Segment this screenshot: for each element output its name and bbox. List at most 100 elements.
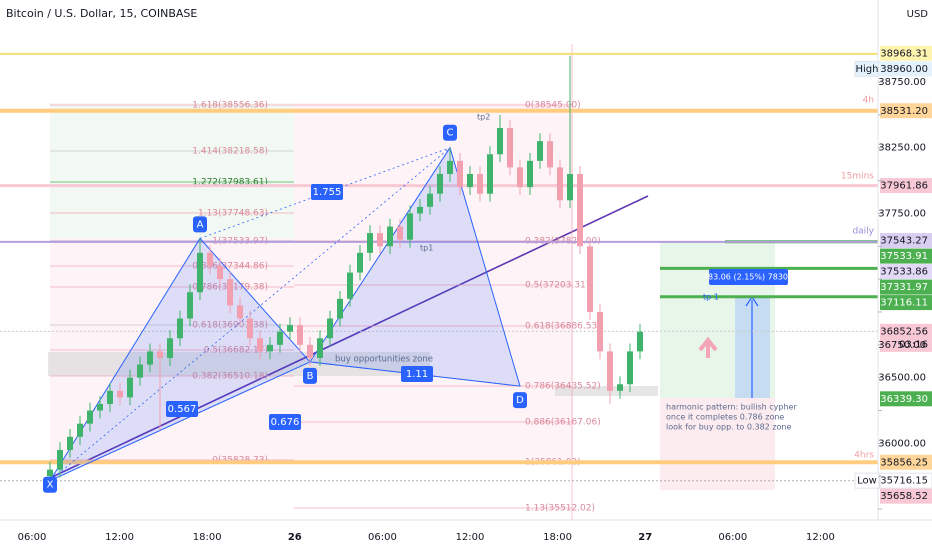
long-loss — [660, 398, 775, 490]
candle-body — [607, 351, 613, 391]
note-line: once it completes 0.786 zone — [666, 413, 784, 422]
pattern-point — [303, 367, 317, 384]
candle-body — [327, 318, 333, 339]
price-tag — [880, 323, 932, 352]
candle-body — [217, 265, 223, 280]
fib-label: 0.618(36901.38) — [192, 321, 268, 331]
up-arrow — [698, 336, 718, 358]
candle-body — [67, 436, 73, 450]
pattern-xab — [48, 237, 311, 482]
trend-line — [49, 195, 649, 479]
price-tag — [880, 61, 932, 77]
note-line: look for buy opp. to 0.382 zone — [666, 423, 791, 432]
price-tag-label: 35716.15 — [880, 476, 928, 487]
candle-body — [367, 233, 373, 253]
side-tag-label: Low — [857, 476, 877, 487]
candle-body — [317, 338, 323, 358]
price-tag-label: 37533.86 — [880, 267, 928, 278]
candle-body — [147, 351, 153, 365]
fib-label: 0.786(36435.52) — [525, 382, 601, 392]
candle-body — [627, 351, 633, 385]
price-tag — [880, 295, 932, 311]
candle-body — [457, 160, 463, 188]
price-tag-label: 38968.31 — [880, 48, 928, 59]
candle-body — [257, 338, 263, 352]
pattern-point-label: C — [447, 128, 454, 139]
y-tick-label: 38250.00 — [878, 143, 926, 154]
candle-body — [157, 351, 163, 358]
candle-body — [287, 325, 293, 332]
price-tag — [880, 488, 932, 504]
candle-body — [197, 252, 203, 293]
candle-body — [277, 331, 283, 345]
y-tick-label: 36000.00 — [878, 438, 926, 449]
price-tag — [880, 248, 932, 264]
side-tag — [854, 472, 880, 489]
y-tick-label: 38750.00 — [878, 77, 926, 88]
fib-label: 1.618(38556.36) — [192, 101, 268, 111]
candle-body — [617, 384, 623, 391]
pattern-point — [443, 124, 457, 141]
candle-body — [417, 206, 423, 214]
price-tag-label: 35856.25 — [880, 457, 928, 468]
x-tick-label: 18:00 — [543, 532, 572, 543]
candle-body — [357, 252, 363, 273]
note-line: harmonic pattern: bullish cypher — [666, 403, 797, 412]
price-tag — [880, 454, 932, 470]
candle-body — [437, 173, 443, 194]
candle-body — [447, 160, 453, 174]
ratio-tag — [269, 414, 301, 430]
currency[interactable]: USD — [907, 9, 929, 20]
ratio-label: 0.676 — [271, 417, 300, 428]
candle-body — [507, 127, 513, 168]
buy-zone — [48, 352, 430, 376]
level-name: daily — [852, 227, 874, 237]
candle-body — [57, 449, 63, 470]
fib-label: 0.5(37203.31) — [525, 281, 589, 291]
candle-body — [207, 252, 213, 266]
candle-body — [127, 377, 133, 398]
candle-body — [487, 154, 493, 194]
y-tick-label: 37750.00 — [878, 208, 926, 219]
side-tag — [854, 60, 880, 77]
fib-label: 0.618(36886.53) — [525, 322, 601, 332]
candle-body — [337, 298, 343, 319]
plot: 1.618(38556.36) 1.414(38218.58) 1.272(3798… — [0, 52, 878, 514]
candle-body — [497, 127, 503, 155]
x-tick-label: 27 — [638, 532, 652, 543]
price-tag — [880, 279, 932, 295]
price-tag — [880, 178, 932, 194]
fib-label: 1.13(37748.63) — [198, 209, 268, 219]
candle-body — [47, 469, 53, 477]
ratio-label: 0.567 — [168, 404, 197, 415]
y-tick-label: 36500.00 — [878, 373, 926, 384]
price-tag-countdown: 03:16 — [899, 339, 928, 350]
price-tag-label: 36339.30 — [880, 394, 928, 405]
x-tick-label: 06:00 — [368, 532, 397, 543]
tp1-label: tp1 — [420, 244, 433, 253]
candle-body — [347, 272, 353, 299]
fib-zone-upper — [50, 103, 294, 238]
candle-body — [467, 173, 473, 188]
candle-body — [117, 390, 123, 398]
x-tick-label: 06:00 — [18, 532, 47, 543]
x-tick-label: 18:00 — [193, 532, 222, 543]
candle-body — [517, 167, 523, 188]
candle-body — [137, 364, 143, 378]
pattern-point-label: D — [516, 395, 524, 406]
ratio-label: 1.11 — [406, 369, 428, 380]
candle-body — [527, 160, 533, 188]
candle-body — [177, 318, 183, 339]
candle-body — [427, 193, 433, 207]
price-tag-label: 37543.27 — [880, 236, 928, 247]
symbol-title: Bitcoin / U.S. Dollar, 15, COINBASE — [6, 7, 197, 20]
measure-tag — [709, 269, 788, 285]
x-tick-label: 12:00 — [806, 532, 835, 543]
candle-body — [77, 423, 83, 437]
candle-body — [297, 325, 303, 345]
measure-label: 783.06 (2.15%) 78306 — [703, 273, 793, 282]
fib-label: 0.886(37344.86) — [192, 262, 268, 272]
candle-body — [97, 403, 103, 411]
price-tag — [880, 45, 932, 61]
